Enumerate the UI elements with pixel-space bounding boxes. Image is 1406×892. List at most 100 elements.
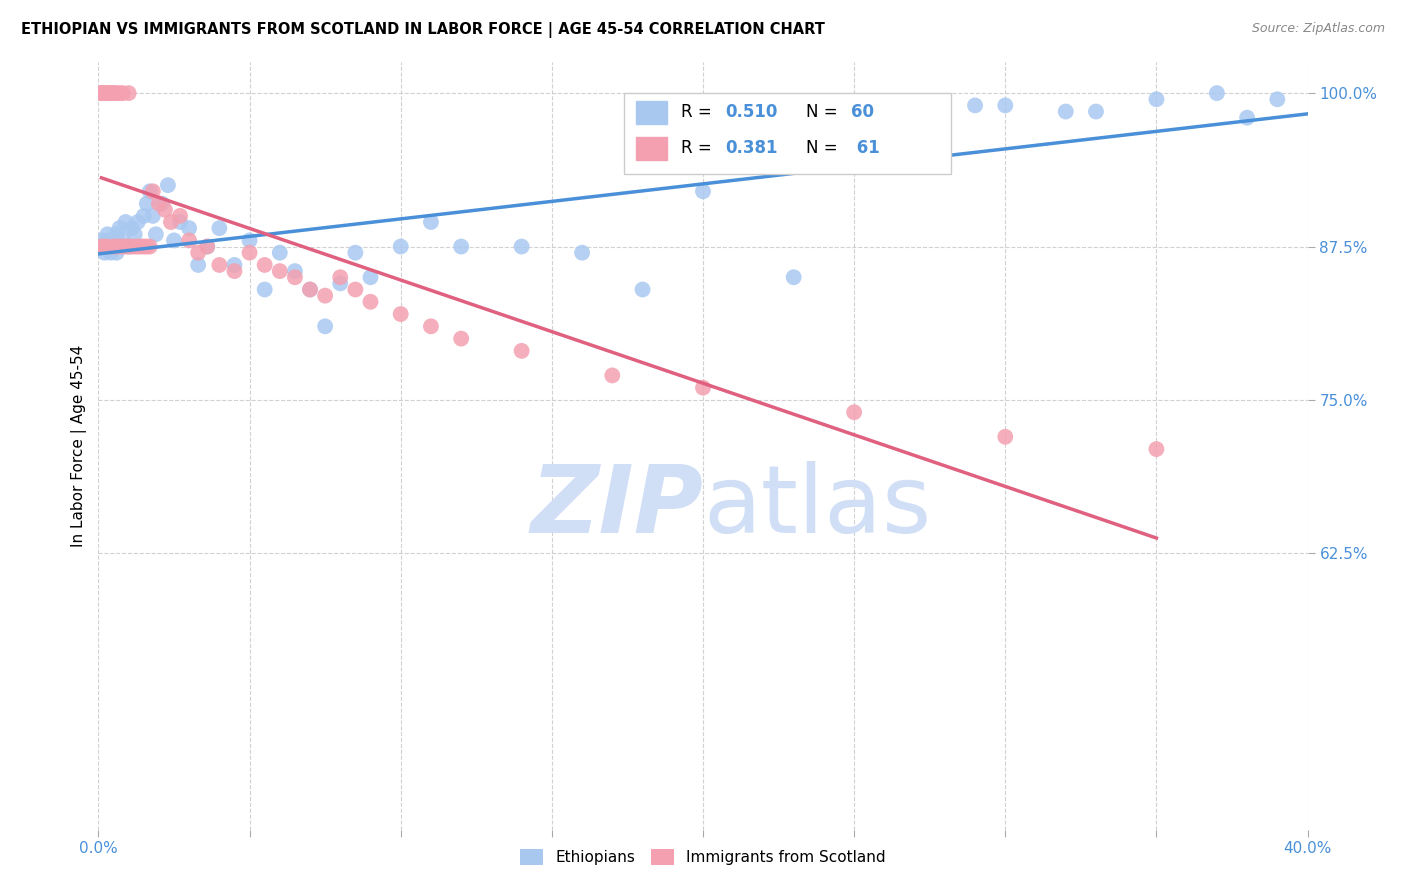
Point — [142, 184, 165, 198]
Point — [187, 245, 209, 260]
Point — [127, 215, 149, 229]
Point — [1267, 92, 1289, 106]
Point — [135, 239, 157, 253]
Text: N =: N = — [806, 103, 838, 121]
Point — [121, 221, 143, 235]
Point — [208, 258, 231, 272]
Point — [1144, 92, 1167, 106]
Point — [103, 239, 125, 253]
Point — [114, 239, 136, 253]
Point — [344, 245, 367, 260]
Point — [96, 86, 118, 100]
Point — [994, 98, 1017, 112]
Point — [692, 381, 714, 395]
Point — [139, 239, 162, 253]
Point — [121, 239, 143, 253]
Point — [239, 234, 262, 248]
Point — [145, 227, 167, 242]
Point — [1206, 86, 1229, 100]
Point — [169, 215, 191, 229]
Point — [163, 234, 186, 248]
Point — [93, 245, 115, 260]
Point — [195, 239, 218, 253]
Text: 60: 60 — [851, 103, 873, 121]
Point — [90, 86, 112, 100]
Point — [156, 178, 179, 193]
Text: ZIP: ZIP — [530, 461, 703, 553]
Point — [105, 86, 128, 100]
Point — [844, 405, 866, 419]
Point — [100, 239, 122, 253]
Point — [169, 209, 191, 223]
Point — [103, 86, 125, 100]
Point — [602, 368, 624, 383]
Point — [179, 221, 201, 235]
Point — [284, 270, 307, 285]
Point — [299, 283, 322, 297]
Text: R =: R = — [682, 139, 711, 157]
Point — [124, 227, 146, 242]
Point — [111, 239, 134, 253]
Point — [108, 239, 131, 253]
Point — [1236, 111, 1258, 125]
Point — [450, 332, 472, 346]
Point — [299, 283, 322, 297]
Point — [389, 307, 412, 321]
Point — [965, 98, 987, 112]
Point — [111, 86, 134, 100]
Point — [692, 184, 714, 198]
Bar — [637, 136, 666, 160]
Point — [93, 239, 115, 253]
Point — [96, 227, 118, 242]
Point — [179, 234, 201, 248]
Point — [148, 196, 170, 211]
Point — [314, 319, 336, 334]
Point — [118, 239, 141, 253]
Point — [160, 215, 183, 229]
Point — [208, 221, 231, 235]
Point — [93, 86, 115, 100]
Point — [389, 239, 412, 253]
Text: R =: R = — [682, 103, 711, 121]
Point — [90, 234, 112, 248]
Point — [253, 283, 276, 297]
Point — [100, 86, 122, 100]
Point — [783, 270, 806, 285]
Point — [360, 294, 382, 309]
Text: ETHIOPIAN VS IMMIGRANTS FROM SCOTLAND IN LABOR FORCE | AGE 45-54 CORRELATION CHA: ETHIOPIAN VS IMMIGRANTS FROM SCOTLAND IN… — [21, 22, 825, 38]
Text: N =: N = — [806, 139, 838, 157]
Point — [253, 258, 276, 272]
Point — [344, 283, 367, 297]
Point — [269, 264, 291, 278]
Point — [510, 343, 533, 358]
Point — [269, 245, 291, 260]
Point — [329, 270, 352, 285]
Point — [420, 319, 443, 334]
Point — [96, 234, 118, 248]
Point — [150, 196, 173, 211]
Point — [153, 202, 176, 217]
Point — [108, 86, 131, 100]
Point — [124, 239, 146, 253]
Point — [135, 196, 157, 211]
Point — [105, 227, 128, 242]
Point — [108, 221, 131, 235]
Point — [93, 86, 115, 100]
Point — [103, 234, 125, 248]
FancyBboxPatch shape — [624, 93, 950, 174]
Point — [105, 239, 128, 253]
Text: Source: ZipAtlas.com: Source: ZipAtlas.com — [1251, 22, 1385, 36]
Point — [132, 209, 155, 223]
Point — [1144, 442, 1167, 456]
Text: 0.510: 0.510 — [724, 103, 778, 121]
Point — [96, 239, 118, 253]
Point — [100, 245, 122, 260]
Point — [510, 239, 533, 253]
Point — [420, 215, 443, 229]
Point — [105, 245, 128, 260]
Legend: Ethiopians, Immigrants from Scotland: Ethiopians, Immigrants from Scotland — [515, 843, 891, 871]
Point — [1085, 104, 1108, 119]
Point — [904, 135, 927, 149]
Point — [224, 258, 246, 272]
Point — [994, 430, 1017, 444]
